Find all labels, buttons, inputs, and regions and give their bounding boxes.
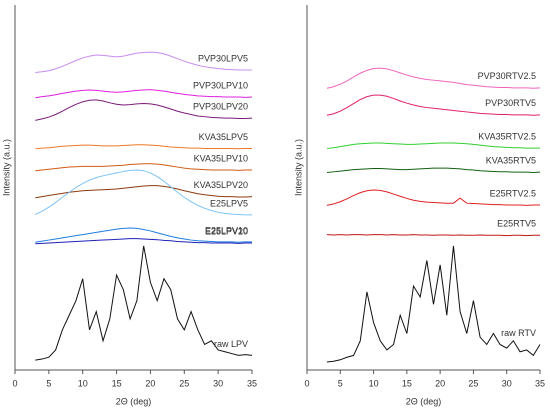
y-axis-label: Intensity (a.u.) xyxy=(1,139,11,196)
x-tick-label: 10 xyxy=(369,378,379,388)
series-label: PVP30LPV10 xyxy=(193,80,248,90)
series-label: E25LPV10 xyxy=(205,225,248,235)
series-label: KVA35RTV2.5 xyxy=(478,131,536,141)
x-tick-label: 35 xyxy=(535,378,545,388)
x-tick-label: 35 xyxy=(247,378,257,388)
x-tick-label: 30 xyxy=(213,378,223,388)
y-axis-label: Intensity (a.u.) xyxy=(293,139,303,196)
series-line xyxy=(35,169,252,216)
series-line xyxy=(35,185,253,199)
x-tick-label: 10 xyxy=(78,378,88,388)
x-tick-label: 5 xyxy=(46,378,51,388)
series-line xyxy=(35,99,253,121)
x-tick-label: 20 xyxy=(145,378,155,388)
series-line xyxy=(35,51,252,74)
series-label: KVA35LPV10 xyxy=(194,153,248,163)
series-line xyxy=(326,67,541,89)
series-line xyxy=(35,245,253,361)
series-label: PVP30RTV5 xyxy=(485,98,536,108)
series-label: PVP30LPV20 xyxy=(193,102,248,112)
panel: 0 5 10 15 20 25 30 35 2Θ (deg) Intensity (a.u.) PV… xyxy=(1,5,257,406)
x-tick-label: 25 xyxy=(179,378,189,388)
series-label: PVP30RTV2.5 xyxy=(478,71,536,81)
series-label: KVA35LPV20 xyxy=(194,180,248,190)
series-line xyxy=(35,144,252,150)
series-label: raw LPV xyxy=(214,339,248,349)
series-line xyxy=(326,94,541,116)
x-tick-label: 20 xyxy=(435,378,445,388)
series-line xyxy=(35,227,252,243)
x-tick-label: 15 xyxy=(112,378,122,388)
series-label: raw RTV xyxy=(501,328,536,338)
series-line xyxy=(326,245,541,363)
series-line xyxy=(326,142,540,149)
series-line xyxy=(35,89,253,99)
series-line xyxy=(326,167,541,174)
series-label: E25LPV5 xyxy=(210,198,248,208)
x-tick-label: 0 xyxy=(304,378,309,388)
x-axis-label: 2Θ (deg) xyxy=(116,396,152,406)
series-label: KVA35RTV5 xyxy=(486,156,536,166)
series-line xyxy=(35,163,252,172)
x-tick-label: 25 xyxy=(468,378,478,388)
series-label: E25RTV2.5 xyxy=(490,188,536,198)
series-label: PVP30LPV5 xyxy=(198,53,248,63)
series-label: E25RTV5 xyxy=(497,219,536,229)
panel: 0 5 10 15 20 25 30 35 2Θ (deg) Intensity (a.u.) PV… xyxy=(293,5,545,406)
x-axis-label: 2Θ (deg) xyxy=(406,396,442,406)
series-label: KVA35LPV5 xyxy=(199,132,248,142)
x-tick-label: 5 xyxy=(338,378,343,388)
x-tick-label: 15 xyxy=(402,378,412,388)
series-line xyxy=(326,234,540,237)
x-tick-label: 30 xyxy=(502,378,512,388)
series-label: E25LPV20 xyxy=(205,226,248,236)
series-line xyxy=(326,189,540,206)
series-line xyxy=(35,238,252,245)
x-tick-label: 0 xyxy=(12,378,17,388)
